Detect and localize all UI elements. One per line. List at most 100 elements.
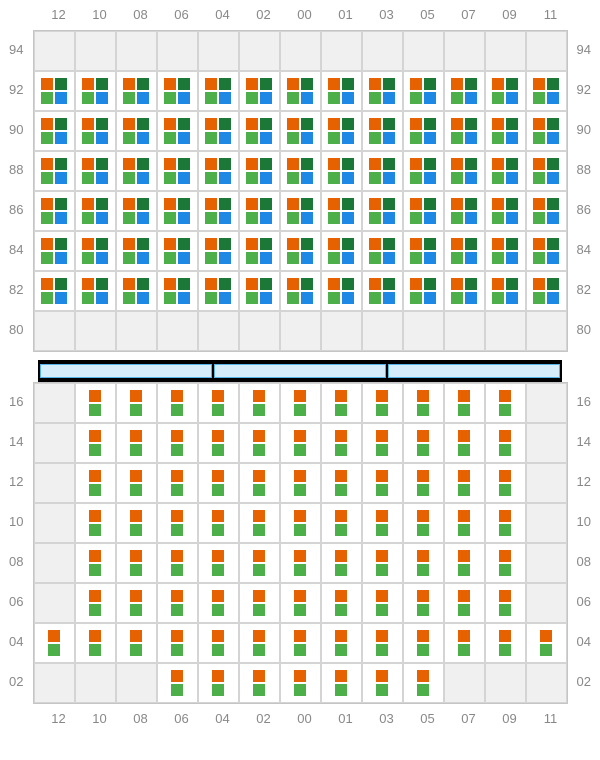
- duo-icon: [376, 590, 388, 616]
- grid-cell: [116, 663, 157, 703]
- top-section: 9492908886848280 9492908886848280: [0, 30, 600, 352]
- duo-icon: [335, 670, 347, 696]
- quad-icon: [205, 278, 231, 304]
- grid-cell: [239, 191, 280, 231]
- grid-cell: [444, 623, 485, 663]
- quad-icon: [492, 158, 518, 184]
- grid-cell: [526, 543, 567, 583]
- quad-icon: [533, 238, 559, 264]
- quad-icon: [164, 158, 190, 184]
- grid-cell: [526, 311, 567, 351]
- duo-icon: [540, 630, 552, 656]
- grid-cell: [280, 151, 321, 191]
- duo-icon: [253, 630, 265, 656]
- grid-cell: [239, 623, 280, 663]
- grid-cell: [239, 271, 280, 311]
- row-label: 92: [0, 70, 33, 110]
- column-label: 07: [448, 0, 489, 30]
- duo-icon: [130, 470, 142, 496]
- grid-cell: [198, 311, 239, 351]
- grid-cell: [444, 663, 485, 703]
- row-label: 90: [0, 110, 33, 150]
- grid-cell: [362, 383, 403, 423]
- grid-cell: [526, 271, 567, 311]
- quad-icon: [287, 238, 313, 264]
- duo-icon: [130, 510, 142, 536]
- quad-icon: [328, 238, 354, 264]
- duo-icon: [89, 470, 101, 496]
- row-label: 14: [0, 422, 33, 462]
- grid-cell: [444, 271, 485, 311]
- duo-icon: [171, 670, 183, 696]
- row-label: 84: [568, 230, 600, 270]
- quad-icon: [41, 78, 67, 104]
- grid-cell: [75, 71, 116, 111]
- duo-icon: [335, 390, 347, 416]
- duo-icon: [253, 510, 265, 536]
- grid-cell: [485, 191, 526, 231]
- quad-icon: [287, 78, 313, 104]
- column-label: 06: [161, 704, 202, 734]
- column-label: 03: [366, 0, 407, 30]
- column-label: 01: [325, 704, 366, 734]
- grid-cell: [362, 423, 403, 463]
- grid-cell: [198, 503, 239, 543]
- grid-cell: [116, 71, 157, 111]
- grid-cell: [280, 383, 321, 423]
- grid-cell: [198, 463, 239, 503]
- column-label: 01: [325, 0, 366, 30]
- grid-cell: [34, 271, 75, 311]
- grid-cell: [280, 71, 321, 111]
- grid-cell: [280, 543, 321, 583]
- grid-cell: [321, 663, 362, 703]
- grid-cell: [444, 231, 485, 271]
- quad-icon: [410, 278, 436, 304]
- grid-cell: [403, 311, 444, 351]
- grid-cell: [526, 463, 567, 503]
- divider-band: [38, 360, 562, 382]
- quad-icon: [246, 278, 272, 304]
- row-label: 16: [0, 382, 33, 422]
- duo-icon: [376, 430, 388, 456]
- grid-cell: [362, 191, 403, 231]
- quad-icon: [451, 158, 477, 184]
- grid-cell: [362, 151, 403, 191]
- duo-icon: [458, 510, 470, 536]
- grid-cell: [321, 463, 362, 503]
- quad-icon: [410, 238, 436, 264]
- duo-icon: [499, 430, 511, 456]
- row-label: 12: [0, 462, 33, 502]
- grid-cell: [485, 463, 526, 503]
- quad-icon: [41, 198, 67, 224]
- grid-cell: [157, 583, 198, 623]
- grid-cell: [321, 271, 362, 311]
- duo-icon: [253, 470, 265, 496]
- grid-cell: [321, 151, 362, 191]
- quad-icon: [328, 198, 354, 224]
- grid-cell: [116, 231, 157, 271]
- grid-cell: [321, 543, 362, 583]
- grid-cell: [157, 423, 198, 463]
- duo-icon: [212, 670, 224, 696]
- grid-cell: [239, 423, 280, 463]
- grid-cell: [526, 111, 567, 151]
- column-label: 00: [284, 704, 325, 734]
- row-label: 88: [568, 150, 600, 190]
- grid-cell: [116, 151, 157, 191]
- grid-cell: [362, 663, 403, 703]
- grid-cell: [198, 271, 239, 311]
- grid-cell: [321, 111, 362, 151]
- duo-icon: [212, 550, 224, 576]
- grid-cell: [403, 463, 444, 503]
- grid-cell: [485, 503, 526, 543]
- quad-icon: [533, 78, 559, 104]
- quad-icon: [287, 198, 313, 224]
- duo-icon: [48, 630, 60, 656]
- grid-cell: [485, 151, 526, 191]
- quad-icon: [123, 158, 149, 184]
- grid-cell: [239, 463, 280, 503]
- duo-icon: [171, 630, 183, 656]
- grid-cell: [444, 503, 485, 543]
- duo-icon: [89, 630, 101, 656]
- quad-icon: [123, 278, 149, 304]
